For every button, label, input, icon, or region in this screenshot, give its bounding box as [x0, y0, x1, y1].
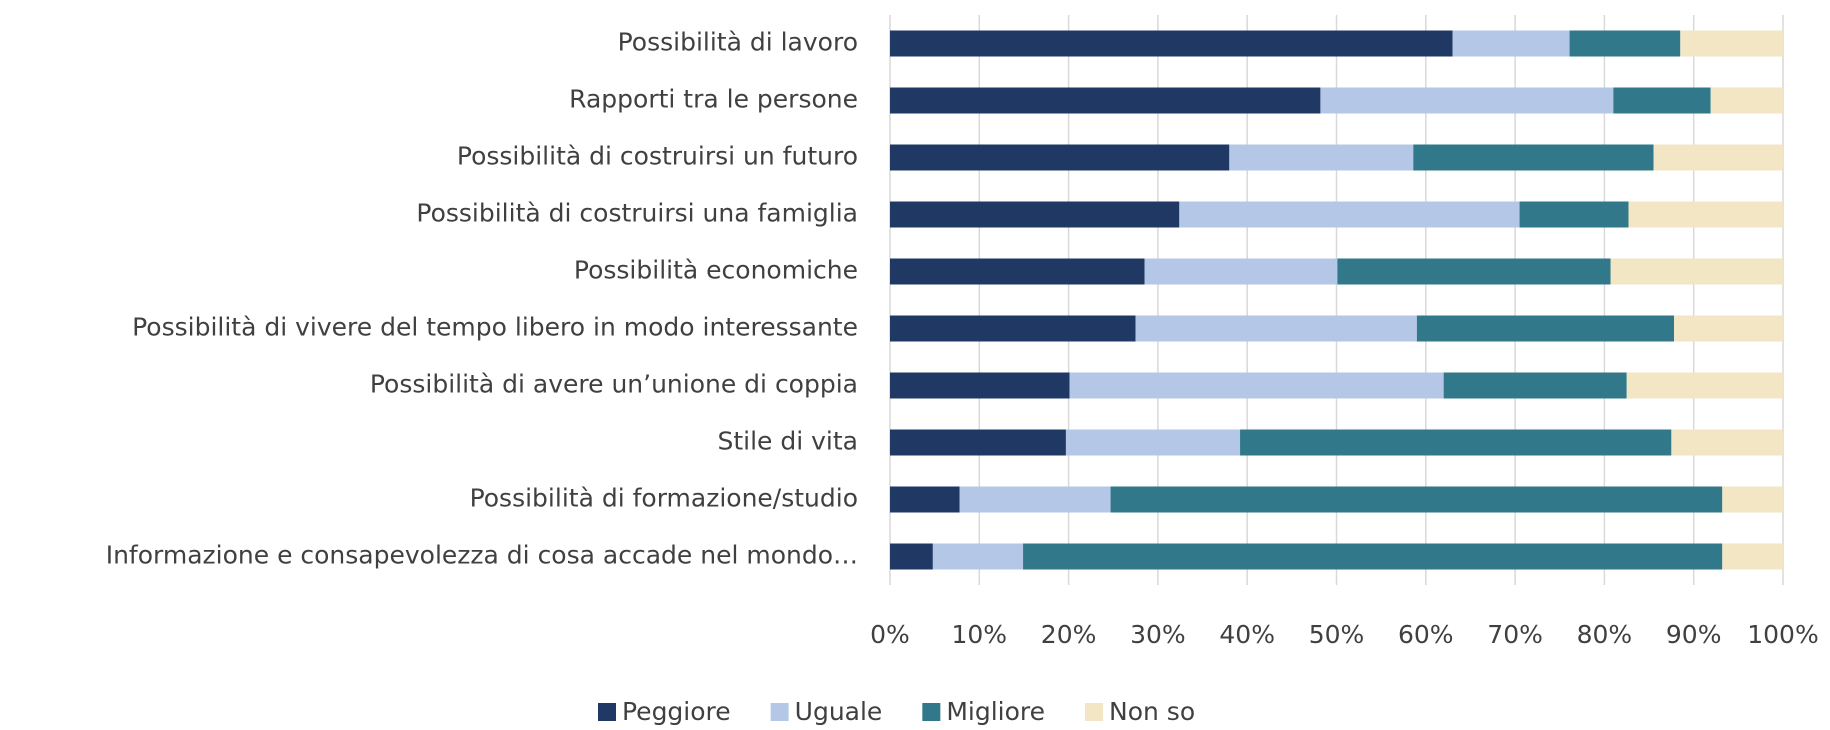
- bar-segment: [1320, 87, 1614, 114]
- bar-segment: [890, 486, 960, 513]
- x-tick-label: 100%: [1747, 620, 1818, 649]
- bar-segment: [1722, 486, 1783, 513]
- bar-segment: [890, 201, 1180, 228]
- x-tick-label: 90%: [1666, 620, 1722, 649]
- bar-segment: [1443, 372, 1627, 399]
- bar-segment: [890, 372, 1070, 399]
- bar-segment: [1144, 258, 1338, 285]
- bar-segment: [1416, 315, 1675, 342]
- legend-swatch: [598, 703, 616, 721]
- legend-label: Peggiore: [622, 697, 731, 726]
- x-tick-label: 20%: [1041, 620, 1097, 649]
- bar-segment: [890, 258, 1145, 285]
- legend-swatch: [1085, 703, 1104, 721]
- x-tick-label: 70%: [1487, 620, 1543, 649]
- bar-segment: [1413, 144, 1654, 171]
- bar-segment: [1240, 429, 1672, 456]
- legend-swatch: [770, 703, 789, 721]
- bar-segment: [1626, 372, 1783, 399]
- x-tick-label: 60%: [1398, 620, 1454, 649]
- bar-segment: [1452, 30, 1570, 57]
- y-tick-label: Informazione e consapevolezza di cosa ac…: [106, 541, 858, 570]
- bar-segment: [890, 429, 1066, 456]
- bar-segment: [959, 486, 1111, 513]
- bar-segment: [1069, 372, 1444, 399]
- x-tick-label: 10%: [952, 620, 1008, 649]
- bar-segment: [1110, 486, 1723, 513]
- bar-segment: [1065, 429, 1241, 456]
- x-tick-label: 80%: [1577, 620, 1633, 649]
- bar-segment: [1519, 201, 1629, 228]
- bar-segment: [1610, 258, 1783, 285]
- bar-segment: [1722, 543, 1783, 570]
- bar-segment: [1680, 30, 1783, 57]
- bar-segment: [1710, 87, 1783, 114]
- bar-segment: [1179, 201, 1520, 228]
- y-tick-label: Possibilità di vivere del tempo libero i…: [132, 313, 858, 342]
- x-tick-label: 30%: [1130, 620, 1186, 649]
- legend-label: Uguale: [795, 697, 883, 726]
- y-tick-label: Possibilità di formazione/studio: [470, 484, 858, 513]
- bar-segment: [890, 30, 1453, 57]
- bar-segment: [1337, 258, 1611, 285]
- bar-segment: [1653, 144, 1783, 171]
- bar-segment: [1674, 315, 1783, 342]
- bar-segment: [1628, 201, 1783, 228]
- x-tick-label: 0%: [870, 620, 910, 649]
- bar-segment: [1135, 315, 1417, 342]
- legend-swatch: [922, 703, 941, 721]
- bar-segment: [1671, 429, 1783, 456]
- y-tick-label: Possibilità di avere un’unione di coppia: [370, 370, 858, 399]
- legend-label: Migliore: [946, 697, 1045, 726]
- bar-segment: [1569, 30, 1681, 57]
- x-tick-label: 50%: [1309, 620, 1365, 649]
- legend-label: Non so: [1109, 697, 1195, 726]
- bar-segment: [890, 315, 1136, 342]
- bar-segment: [1023, 543, 1723, 570]
- y-tick-label: Possibilità di costruirsi una famiglia: [416, 199, 858, 228]
- y-tick-label: Stile di vita: [717, 427, 858, 456]
- bar-segment: [1613, 87, 1711, 114]
- y-tick-label: Possibilità di lavoro: [618, 28, 858, 57]
- bar-segment: [890, 144, 1230, 171]
- y-tick-label: Possibilità di costruirsi un futuro: [457, 142, 858, 171]
- x-tick-label: 40%: [1219, 620, 1275, 649]
- bar-segment: [932, 543, 1024, 570]
- bar-segment: [890, 87, 1321, 114]
- y-tick-label: Possibilità economiche: [574, 256, 858, 285]
- bar-segment: [1229, 144, 1414, 171]
- bar-segment: [890, 543, 933, 570]
- y-tick-label: Rapporti tra le persone: [569, 85, 858, 114]
